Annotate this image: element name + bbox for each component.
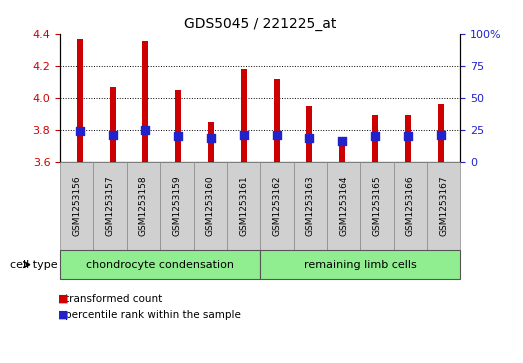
Point	[76, 129, 84, 134]
Point	[404, 133, 412, 139]
Point	[240, 132, 248, 138]
Bar	[110, 87, 116, 162]
Point	[174, 133, 183, 139]
Text: GSM1253158: GSM1253158	[139, 176, 148, 236]
Point	[305, 135, 314, 140]
Bar	[372, 115, 378, 162]
Point	[338, 138, 346, 144]
Bar	[142, 41, 149, 162]
Bar	[77, 39, 83, 162]
Point	[108, 132, 117, 138]
Text: GSM1253166: GSM1253166	[406, 176, 415, 236]
Bar	[175, 90, 181, 162]
Point	[207, 135, 215, 140]
Text: percentile rank within the sample: percentile rank within the sample	[65, 310, 241, 320]
Point	[436, 132, 445, 138]
Text: GSM1253165: GSM1253165	[372, 176, 381, 236]
Text: GSM1253163: GSM1253163	[306, 176, 315, 236]
Title: GDS5045 / 221225_at: GDS5045 / 221225_at	[184, 17, 336, 31]
Text: GSM1253160: GSM1253160	[206, 176, 214, 236]
Text: GSM1253156: GSM1253156	[72, 176, 81, 236]
Text: GSM1253157: GSM1253157	[106, 176, 115, 236]
Text: GSM1253159: GSM1253159	[173, 176, 181, 236]
Point	[371, 133, 379, 139]
Text: GSM1253164: GSM1253164	[339, 176, 348, 236]
Point	[141, 127, 150, 133]
Text: remaining limb cells: remaining limb cells	[304, 260, 417, 270]
Bar	[438, 105, 444, 162]
Bar	[306, 106, 312, 162]
Text: transformed count: transformed count	[65, 294, 163, 304]
Text: chondrocyte condensation: chondrocyte condensation	[86, 260, 234, 270]
Text: ■: ■	[58, 294, 68, 304]
Bar	[241, 69, 247, 162]
Bar	[274, 79, 279, 162]
Point	[272, 132, 281, 138]
Text: cell type: cell type	[10, 260, 58, 270]
Bar	[208, 122, 214, 162]
Bar	[339, 146, 345, 162]
Text: ■: ■	[58, 310, 68, 320]
Text: GSM1253167: GSM1253167	[439, 176, 448, 236]
Bar	[405, 115, 411, 162]
Text: GSM1253162: GSM1253162	[272, 176, 281, 236]
Text: GSM1253161: GSM1253161	[239, 176, 248, 236]
